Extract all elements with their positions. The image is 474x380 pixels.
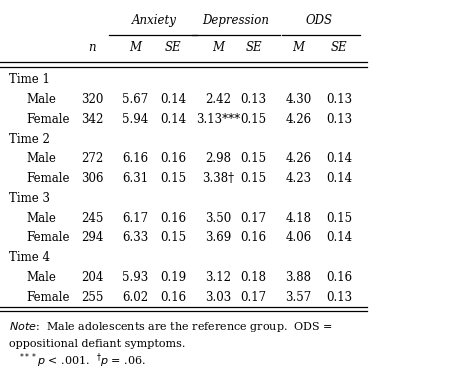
Text: 4.30: 4.30 (285, 93, 312, 106)
Text: oppositional defiant symptoms.: oppositional defiant symptoms. (9, 339, 186, 349)
Text: 0.16: 0.16 (160, 152, 186, 165)
Text: 4.26: 4.26 (285, 152, 312, 165)
Text: 245: 245 (81, 212, 104, 225)
Text: 0.14: 0.14 (326, 231, 352, 244)
Text: 6.31: 6.31 (122, 172, 148, 185)
Text: 0.16: 0.16 (240, 231, 267, 244)
Text: M: M (129, 41, 141, 54)
Text: 0.13: 0.13 (326, 113, 352, 126)
Text: 6.33: 6.33 (122, 231, 148, 244)
Text: Male: Male (26, 212, 56, 225)
Text: 0.13: 0.13 (326, 93, 352, 106)
Text: Time 1: Time 1 (9, 73, 50, 86)
Text: 0.15: 0.15 (160, 231, 186, 244)
Text: M: M (292, 41, 305, 54)
Text: M: M (212, 41, 224, 54)
Text: 0.15: 0.15 (326, 212, 352, 225)
Text: 204: 204 (81, 271, 104, 284)
Text: 0.14: 0.14 (326, 152, 352, 165)
Text: 4.26: 4.26 (285, 113, 312, 126)
Text: 0.14: 0.14 (160, 113, 186, 126)
Text: 306: 306 (81, 172, 104, 185)
Text: 5.94: 5.94 (122, 113, 148, 126)
Text: 0.15: 0.15 (240, 152, 267, 165)
Text: Depression: Depression (202, 14, 270, 27)
Text: SE: SE (245, 41, 262, 54)
Text: $^{***}$$p$ < .001.  $^{\dagger}$$p$ = .06.: $^{***}$$p$ < .001. $^{\dagger}$$p$ = .0… (19, 351, 146, 369)
Text: 0.15: 0.15 (240, 113, 267, 126)
Text: 0.18: 0.18 (241, 271, 266, 284)
Text: 3.88: 3.88 (286, 271, 311, 284)
Text: 272: 272 (82, 152, 103, 165)
Text: 0.19: 0.19 (160, 271, 186, 284)
Text: SE: SE (164, 41, 182, 54)
Text: 0.17: 0.17 (240, 291, 267, 304)
Text: 255: 255 (81, 291, 104, 304)
Text: Anxiety: Anxiety (132, 14, 176, 27)
Text: 6.16: 6.16 (122, 152, 148, 165)
Text: 5.93: 5.93 (122, 271, 148, 284)
Text: 4.23: 4.23 (285, 172, 312, 185)
Text: Female: Female (26, 172, 70, 185)
Text: 0.13: 0.13 (326, 291, 352, 304)
Text: 0.15: 0.15 (160, 172, 186, 185)
Text: 0.13: 0.13 (240, 93, 267, 106)
Text: n: n (89, 41, 96, 54)
Text: 342: 342 (81, 113, 104, 126)
Text: 3.38†: 3.38† (202, 172, 234, 185)
Text: $\it{Note}$:  Male adolescents are the reference group.  ODS =: $\it{Note}$: Male adolescents are the re… (9, 320, 334, 334)
Text: Male: Male (26, 93, 56, 106)
Text: Time 4: Time 4 (9, 251, 50, 264)
Text: 3.13***: 3.13*** (196, 113, 240, 126)
Text: SE: SE (330, 41, 347, 54)
Text: 0.16: 0.16 (160, 291, 186, 304)
Text: 5.67: 5.67 (122, 93, 148, 106)
Text: 3.03: 3.03 (205, 291, 231, 304)
Text: Male: Male (26, 271, 56, 284)
Text: 3.57: 3.57 (285, 291, 312, 304)
Text: 294: 294 (81, 231, 104, 244)
Text: 0.15: 0.15 (240, 172, 267, 185)
Text: 320: 320 (81, 93, 104, 106)
Text: 4.18: 4.18 (286, 212, 311, 225)
Text: 0.14: 0.14 (160, 93, 186, 106)
Text: Female: Female (26, 231, 70, 244)
Text: 2.42: 2.42 (205, 93, 231, 106)
Text: Female: Female (26, 291, 70, 304)
Text: Female: Female (26, 113, 70, 126)
Text: 3.69: 3.69 (205, 231, 231, 244)
Text: 0.16: 0.16 (160, 212, 186, 225)
Text: 6.02: 6.02 (122, 291, 148, 304)
Text: 4.06: 4.06 (285, 231, 312, 244)
Text: 3.12: 3.12 (205, 271, 231, 284)
Text: 6.17: 6.17 (122, 212, 148, 225)
Text: Time 2: Time 2 (9, 133, 50, 146)
Text: ODS: ODS (306, 14, 332, 27)
Text: 0.17: 0.17 (240, 212, 267, 225)
Text: 0.16: 0.16 (326, 271, 352, 284)
Text: Male: Male (26, 152, 56, 165)
Text: 3.50: 3.50 (205, 212, 231, 225)
Text: 0.14: 0.14 (326, 172, 352, 185)
Text: Time 3: Time 3 (9, 192, 50, 205)
Text: 2.98: 2.98 (205, 152, 231, 165)
